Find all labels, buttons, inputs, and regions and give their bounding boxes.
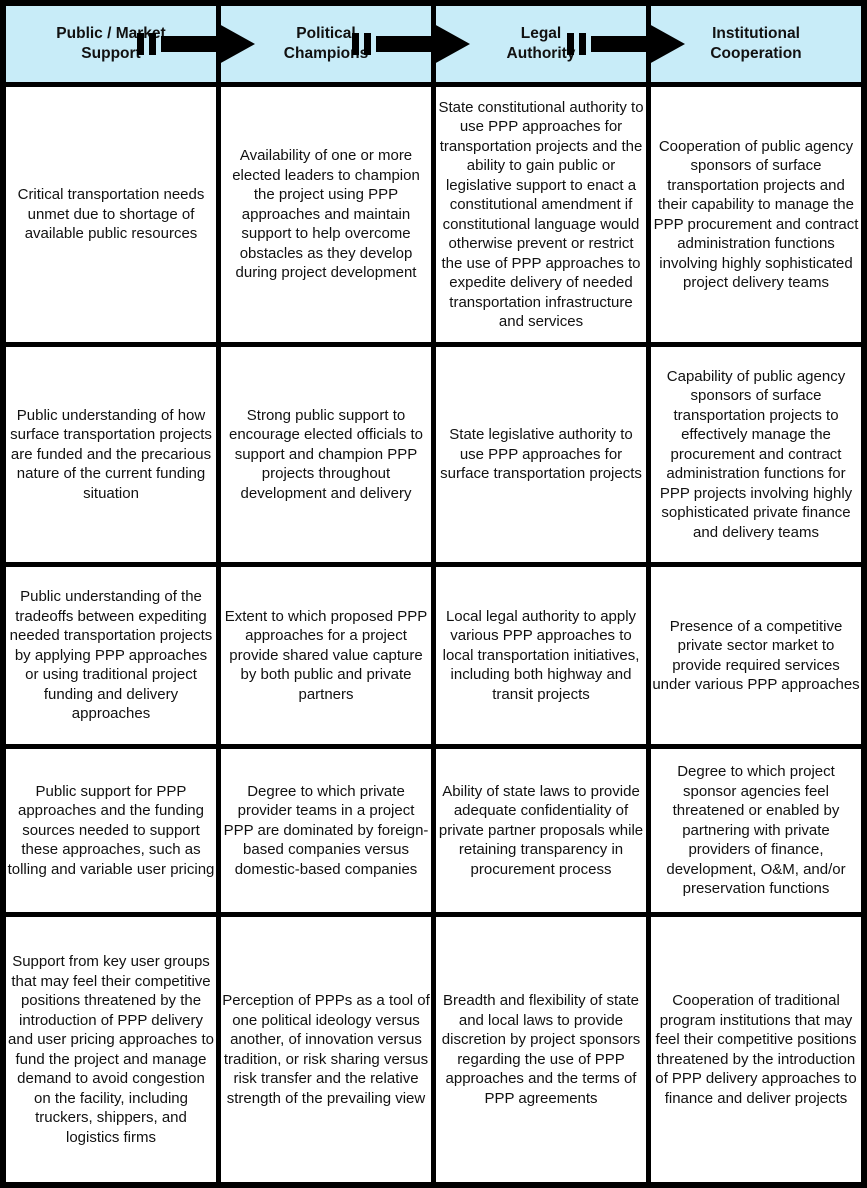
factor-cell: Presence of a competitive private sector… xyxy=(651,567,861,744)
factor-text: Degree to which private provider teams i… xyxy=(223,782,429,878)
factor-cell: Public support for PPP approaches and th… xyxy=(6,749,216,912)
factor-text: Degree to which project sponsor agencies… xyxy=(666,763,846,898)
factor-cell: Support from key user groups that may fe… xyxy=(6,917,216,1182)
factor-text: Cooperation of traditional program insti… xyxy=(655,992,857,1107)
factor-cell: State legislative authority to use PPP a… xyxy=(436,347,646,562)
factor-cell: Public understanding of the tradeoffs be… xyxy=(6,567,216,744)
factor-text: Support from key user groups that may fe… xyxy=(8,953,214,1146)
factor-cell: Cooperation of traditional program insti… xyxy=(651,917,861,1182)
factor-text: Local legal authority to apply various P… xyxy=(442,607,640,703)
factor-cell: Strong public support to encourage elect… xyxy=(221,347,431,562)
factor-text: State constitutional authority to use PP… xyxy=(438,98,644,331)
factor-text: Ability of state laws to provide adequat… xyxy=(438,782,644,878)
factor-cell: Breadth and flexibility of state and loc… xyxy=(436,917,646,1182)
factor-text: Perception of PPPs as a tool of one poli… xyxy=(222,992,430,1107)
factor-cell: Ability of state laws to provide adequat… xyxy=(436,749,646,912)
factor-text: Presence of a competitive private sector… xyxy=(652,617,860,694)
factor-cell: Public understanding of how surface tran… xyxy=(6,347,216,562)
flow-arrow-icon xyxy=(137,24,255,64)
header-label: Political Champions xyxy=(283,25,369,62)
header-institutional-cooperation: Institutional Cooperation xyxy=(651,6,861,82)
factor-text: Availability of one or more elected lead… xyxy=(232,147,420,282)
factor-text: Critical transportation needs unmet due … xyxy=(17,186,205,243)
header-legal-authority: Legal Authority xyxy=(436,6,646,82)
factor-text: Public understanding of how surface tran… xyxy=(10,406,212,502)
factor-text: Public understanding of the tradeoffs be… xyxy=(9,588,213,723)
factor-text: Public support for PPP approaches and th… xyxy=(7,782,215,878)
flow-arrow-icon xyxy=(567,24,685,64)
factor-cell: Capability of public agency sponsors of … xyxy=(651,347,861,562)
factor-cell: Degree to which private provider teams i… xyxy=(221,749,431,912)
factor-text: Extent to which proposed PPP approaches … xyxy=(224,607,428,703)
factor-cell: Perception of PPPs as a tool of one poli… xyxy=(221,917,431,1182)
header-label: Legal Authority xyxy=(506,25,576,62)
factor-text: State legislative authority to use PPP a… xyxy=(440,426,642,483)
factor-cell: Degree to which project sponsor agencies… xyxy=(651,749,861,912)
factor-text: Strong public support to encourage elect… xyxy=(228,406,424,502)
factor-cell: Local legal authority to apply various P… xyxy=(436,567,646,744)
factor-cell: Critical transportation needs unmet due … xyxy=(6,87,216,342)
factor-cell: Extent to which proposed PPP approaches … xyxy=(221,567,431,744)
factor-cell: Availability of one or more elected lead… xyxy=(221,87,431,342)
factor-cell: Cooperation of public agency sponsors of… xyxy=(651,87,861,342)
factor-text: Breadth and flexibility of state and loc… xyxy=(441,992,641,1107)
factor-text: Cooperation of public agency sponsors of… xyxy=(653,137,859,292)
factor-cell: State constitutional authority to use PP… xyxy=(436,87,646,342)
flow-arrow-icon xyxy=(352,24,470,64)
header-label: Institutional Cooperation xyxy=(710,25,802,62)
factor-text: Capability of public agency sponsors of … xyxy=(659,367,853,541)
